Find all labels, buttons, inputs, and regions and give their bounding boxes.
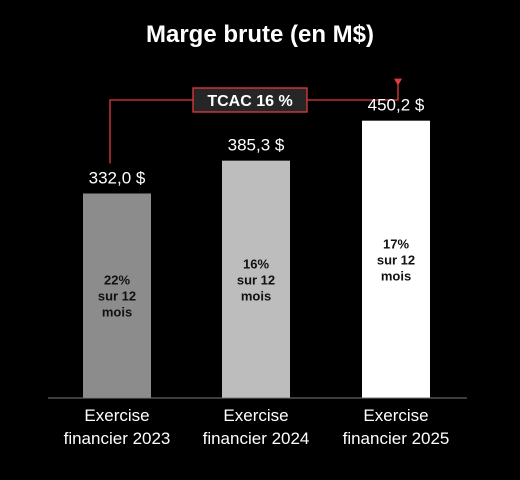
value-label-3: 450,2 $: [368, 96, 425, 115]
bar-note-2-line-3: mois: [241, 288, 271, 303]
bar-2: [222, 160, 290, 398]
bar-note-3-line-1: 17%: [383, 236, 409, 251]
chart-title: Marge brute (en M$): [146, 21, 374, 48]
bar-note-1-line-3: mois: [102, 305, 132, 320]
cagr-annotation: TCAC 16 %: [109, 78, 402, 164]
cagr-arrow-head: [394, 78, 402, 86]
bar-note-3-line-2: sur 12: [377, 252, 415, 267]
category-label-1-line-1: Exercise: [84, 406, 149, 425]
value-label-2: 385,3 $: [228, 136, 285, 155]
cagr-label: TCAC 16 %: [207, 93, 292, 110]
bar-note-1-line-1: 22%: [104, 273, 130, 288]
bar-note-2-line-2: sur 12: [237, 272, 275, 287]
value-label-1: 332,0 $: [89, 168, 146, 187]
bar-note-2-line-1: 16%: [243, 256, 269, 271]
bar-1: [83, 193, 151, 398]
category-label-3-line-2: financier 2025: [343, 429, 450, 448]
category-label-3-line-1: Exercise: [363, 406, 428, 425]
bar-3: [362, 120, 430, 398]
cagr-label-box: [192, 87, 308, 113]
category-labels-group: Exercise financier 2023 Exercise financier …: [64, 406, 450, 448]
category-label-1-line-2: financier 2023: [64, 429, 171, 448]
category-label-2-line-1: Exercise: [223, 406, 288, 425]
category-label-2-line-2: financier 2024: [203, 429, 310, 448]
bar-note-3-line-3: mois: [381, 268, 411, 283]
bar-note-1-line-2: sur 12: [98, 289, 136, 304]
